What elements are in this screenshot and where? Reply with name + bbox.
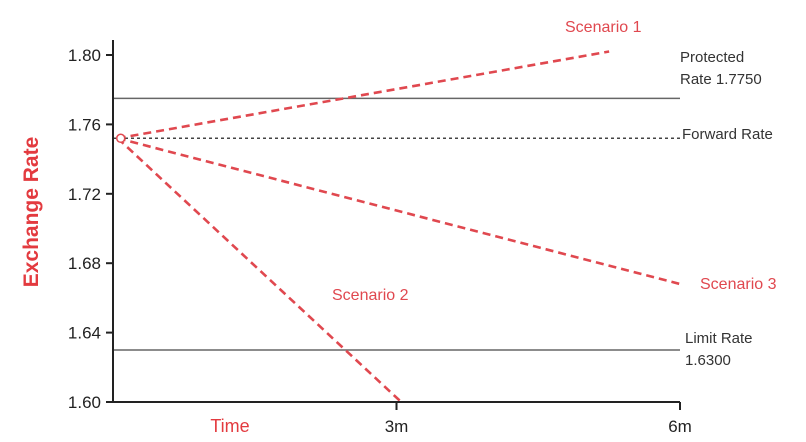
series-scenario-1-label: Scenario 1	[565, 19, 642, 36]
series-scenario-3-line	[117, 137, 681, 286]
limit-rate-label: Limit Rate	[685, 330, 753, 347]
y-tick-label: 1.72	[68, 185, 101, 204]
protected-rate-label: Rate 1.7750	[680, 71, 762, 88]
series-scenario-2-label: Scenario 2	[332, 287, 409, 304]
axes	[106, 40, 681, 410]
series-scenario-3-label: Scenario 3	[700, 276, 777, 293]
x-tick-label: 6m	[668, 417, 692, 436]
reference-lines	[113, 97, 680, 351]
protected-rate-label: Protected	[680, 49, 744, 66]
chart-labels: Protected Rate 1.7750 Forward Rate Limit Ra…	[68, 19, 777, 436]
x-axis-title: Time	[210, 416, 249, 436]
y-tick-label: 1.68	[68, 254, 101, 273]
start-point-marker	[115, 133, 126, 144]
limit-rate-label: 1.6300	[685, 352, 731, 369]
y-tick-label: 1.76	[68, 115, 101, 134]
x-tick-label: 3m	[385, 417, 409, 436]
y-tick-label: 1.60	[68, 393, 101, 412]
scenario-lines	[115, 50, 681, 403]
forward-rate-label: Forward Rate	[682, 126, 773, 143]
y-tick-label: 1.80	[68, 46, 101, 65]
y-axis-title: Exchange Rate	[20, 137, 43, 288]
series-scenario-2-line	[116, 137, 403, 403]
y-tick-label: 1.64	[68, 324, 101, 343]
series-scenario-1-line	[117, 50, 610, 140]
